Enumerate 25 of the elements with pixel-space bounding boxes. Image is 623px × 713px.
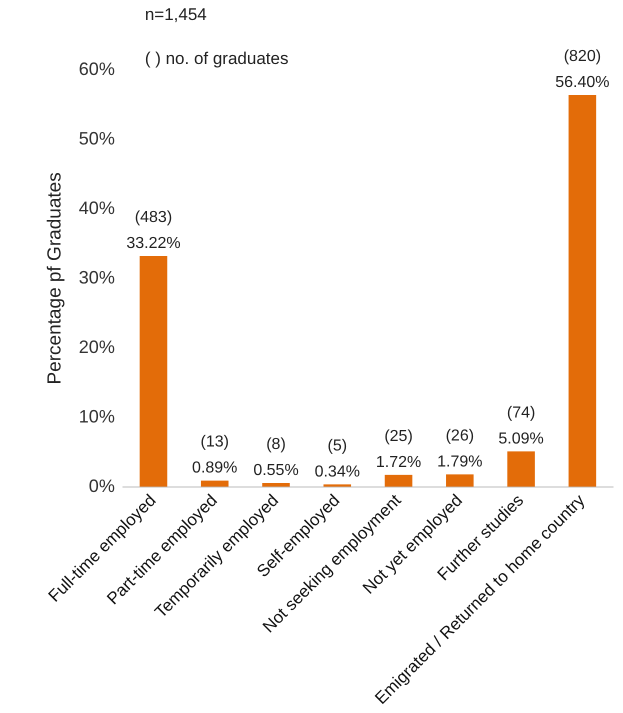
y-tick-label: 40% <box>78 198 115 218</box>
data-label: (13) 0.89% <box>192 434 238 477</box>
data-label: (8) 0.55% <box>253 436 299 479</box>
text: ( ) no. of graduates <box>144 49 288 68</box>
y-tick-label: 0% <box>88 476 115 496</box>
data-label: (820) 56.40% <box>555 48 610 92</box>
y-tick-label: 30% <box>78 267 115 288</box>
bar <box>446 474 474 487</box>
bar <box>140 256 168 487</box>
y-tick-label: 50% <box>78 128 115 148</box>
data-label: (26) 1.79% <box>437 427 483 470</box>
text: n=1,454 <box>144 5 207 24</box>
y-tick-label: 20% <box>78 336 115 357</box>
y-tick-label: 10% <box>78 406 115 426</box>
y-axis-title: Percentage pf Graduates <box>44 172 66 385</box>
bar <box>507 451 535 487</box>
data-label: (5) 0.34% <box>314 437 360 480</box>
data-label: (25) 1.72% <box>376 428 422 471</box>
y-tick-label: 60% <box>78 58 115 79</box>
bar <box>200 480 229 487</box>
data-label: (74) 5.09% <box>498 404 544 448</box>
bar <box>568 95 596 487</box>
bar <box>262 482 290 487</box>
data-label: (483) 33.22% <box>126 209 181 252</box>
bar <box>384 474 412 487</box>
